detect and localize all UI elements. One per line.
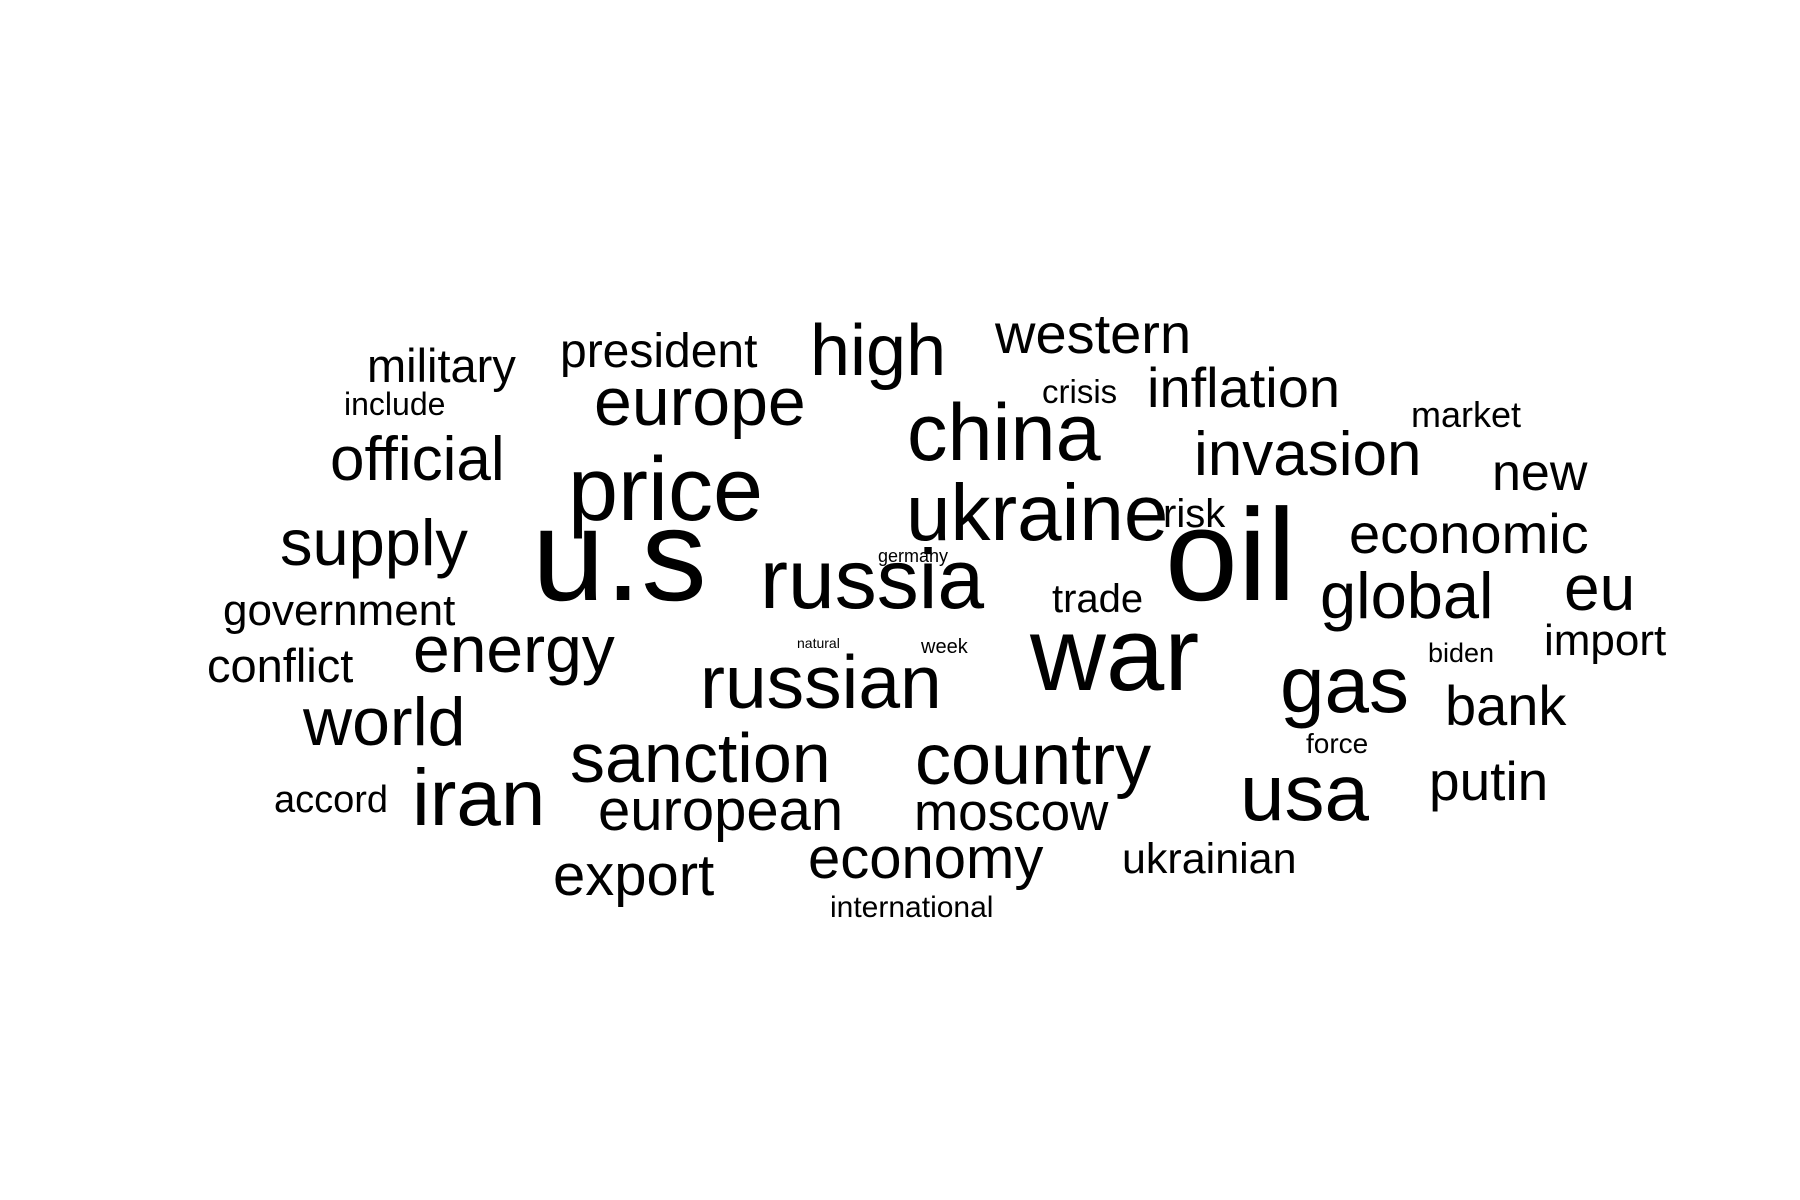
word-western: western xyxy=(994,302,1191,365)
word-global: global xyxy=(1320,559,1493,632)
word-economic: economic xyxy=(1349,502,1589,565)
word-accord: accord xyxy=(274,779,388,821)
word-germany: germany xyxy=(878,546,948,566)
word-force: force xyxy=(1306,728,1368,759)
word-russian: russian xyxy=(700,640,942,724)
word-ukrainian: ukrainian xyxy=(1122,835,1297,883)
word-eu: eu xyxy=(1564,552,1635,624)
word-export: export xyxy=(553,843,714,908)
word-trade: trade xyxy=(1052,577,1143,621)
word-ukraine: ukraine xyxy=(906,468,1168,557)
word-import: import xyxy=(1544,616,1666,665)
word-oil: oil xyxy=(1165,481,1296,628)
word-military: military xyxy=(367,339,516,392)
word-new: new xyxy=(1492,444,1588,502)
word-economy: economy xyxy=(808,826,1043,891)
word-u-s: u.s xyxy=(532,481,707,628)
word-high: high xyxy=(810,311,946,391)
word-bank: bank xyxy=(1445,674,1567,737)
word-world: world xyxy=(302,684,466,760)
word-price: price xyxy=(568,440,763,540)
word-war: war xyxy=(1029,596,1199,713)
word-international: international xyxy=(830,891,993,924)
word-supply: supply xyxy=(280,506,468,579)
word-china: china xyxy=(907,388,1102,478)
word-european: european xyxy=(598,778,843,843)
word-market: market xyxy=(1411,394,1521,435)
word-inflation: inflation xyxy=(1147,356,1340,419)
word-iran: iran xyxy=(412,753,545,842)
word-week: week xyxy=(920,636,969,658)
word-country: country xyxy=(915,720,1151,800)
word-moscow: moscow xyxy=(914,783,1109,842)
word-natural: natural xyxy=(797,635,840,651)
word-president: president xyxy=(560,325,757,378)
word-russia: russia xyxy=(760,532,984,626)
word-invasion: invasion xyxy=(1194,420,1421,489)
word-europe: europe xyxy=(594,364,806,440)
word-gas: gas xyxy=(1280,640,1409,729)
word-biden: biden xyxy=(1428,638,1494,668)
word-official: official xyxy=(330,425,505,494)
word-government: government xyxy=(223,586,455,635)
word-crisis: crisis xyxy=(1042,373,1117,410)
word-putin: putin xyxy=(1429,750,1548,812)
word-energy: energy xyxy=(413,612,615,686)
word-usa: usa xyxy=(1240,748,1369,837)
word-sanction: sanction xyxy=(570,719,831,797)
word-conflict: conflict xyxy=(207,639,353,692)
word-include: include xyxy=(344,386,445,422)
word-risk: risk xyxy=(1163,492,1226,536)
